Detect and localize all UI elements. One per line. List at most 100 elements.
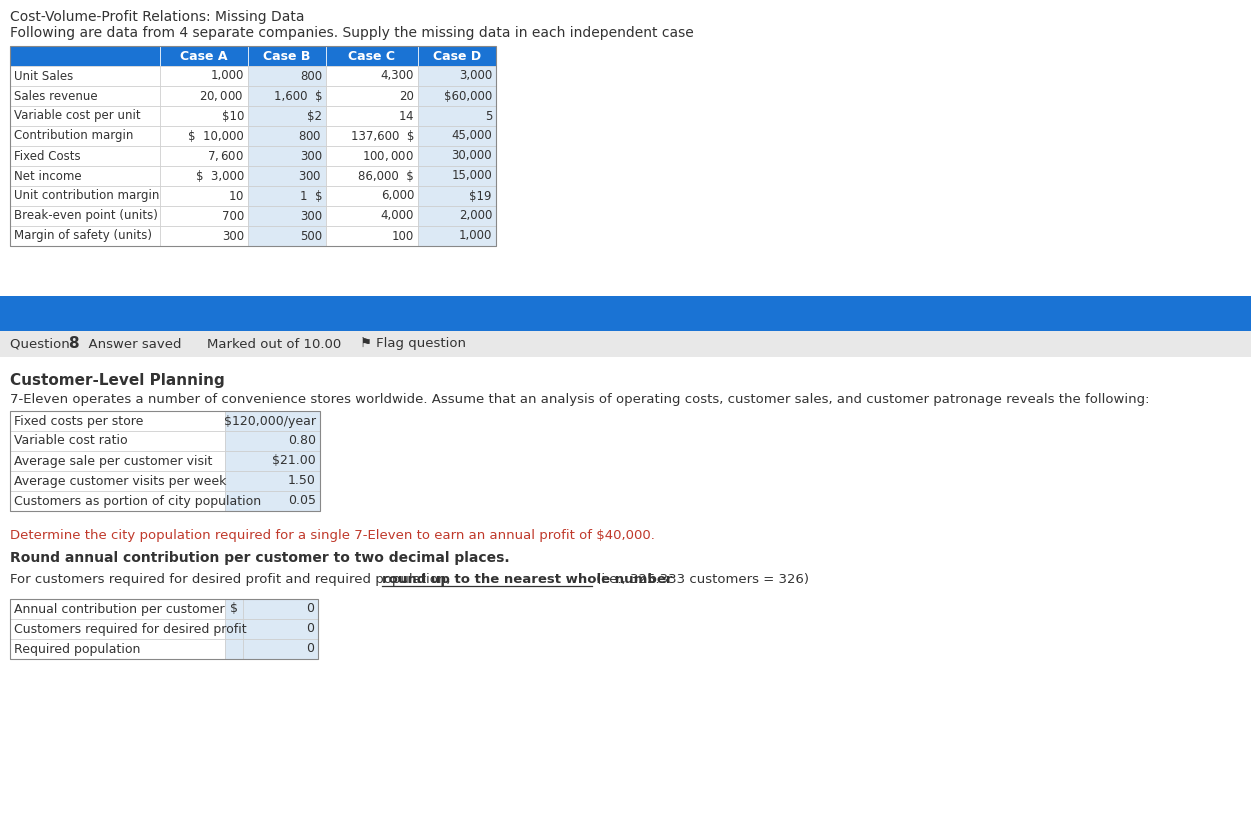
Text: 137,600  $: 137,600 $ — [350, 129, 414, 143]
Text: 15,000: 15,000 — [452, 170, 492, 183]
Text: 1  $: 1 $ — [299, 189, 322, 202]
Text: Cost-Volume-Profit Relations: Missing Data: Cost-Volume-Profit Relations: Missing Da… — [10, 10, 304, 24]
Text: $10: $10 — [221, 110, 244, 123]
Bar — [160, 66, 248, 86]
Text: $20,000  $: $20,000 $ — [199, 89, 244, 103]
Text: Fixed Costs: Fixed Costs — [14, 150, 80, 162]
Text: 800: 800 — [300, 70, 322, 83]
Bar — [243, 639, 318, 659]
Bar — [10, 599, 318, 659]
Bar — [0, 331, 1251, 357]
Bar — [248, 146, 327, 166]
Bar — [160, 146, 248, 166]
Text: $  10  $: $ 10 $ — [228, 189, 244, 202]
Bar — [248, 46, 327, 66]
Bar — [10, 46, 160, 66]
Text: 20: 20 — [399, 89, 414, 102]
Bar — [248, 106, 327, 126]
Text: Variable cost ratio: Variable cost ratio — [14, 435, 128, 447]
Bar — [327, 206, 418, 226]
Text: $19: $19 — [469, 189, 492, 202]
Bar — [225, 491, 320, 511]
Bar — [160, 226, 248, 246]
Bar — [418, 126, 495, 146]
Text: $100,000  $: $100,000 $ — [362, 149, 414, 163]
Bar — [418, 46, 495, 66]
Bar — [418, 66, 495, 86]
Text: Average sale per customer visit: Average sale per customer visit — [14, 455, 213, 468]
Bar — [225, 451, 320, 471]
Text: Case A: Case A — [180, 49, 228, 62]
Text: Customers as portion of city population: Customers as portion of city population — [14, 495, 261, 508]
Text: $120,000/year: $120,000/year — [224, 414, 317, 428]
Text: $7,600  $: $7,600 $ — [206, 149, 244, 163]
Bar — [418, 226, 495, 246]
Bar — [327, 126, 418, 146]
Bar — [225, 639, 243, 659]
Text: $14  $: $14 $ — [398, 110, 414, 123]
Text: 30,000: 30,000 — [452, 150, 492, 162]
Text: Unit contribution margin: Unit contribution margin — [14, 189, 159, 202]
Text: 0.05: 0.05 — [288, 495, 317, 508]
Text: Annual contribution per customer: Annual contribution per customer — [14, 603, 225, 616]
Text: Customer-Level Planning: Customer-Level Planning — [10, 373, 225, 388]
Text: Following are data from 4 separate companies. Supply the missing data in each in: Following are data from 4 separate compa… — [10, 26, 694, 40]
Text: $  10,000: $ 10,000 — [188, 129, 244, 143]
Bar — [225, 431, 320, 451]
Text: Average customer visits per week: Average customer visits per week — [14, 474, 226, 487]
Text: 8: 8 — [68, 337, 79, 351]
Text: 0: 0 — [306, 642, 314, 655]
Text: $2: $2 — [306, 110, 322, 123]
Text: $300  $: $300 $ — [299, 170, 322, 183]
Bar — [160, 186, 248, 206]
Bar — [0, 296, 1251, 331]
Bar — [10, 619, 225, 639]
Text: $60,000: $60,000 — [444, 89, 492, 102]
Text: 0: 0 — [306, 622, 314, 636]
Bar — [327, 106, 418, 126]
Bar — [160, 206, 248, 226]
Bar — [10, 126, 160, 146]
Bar — [225, 599, 243, 619]
Bar — [10, 411, 225, 431]
Bar — [10, 491, 225, 511]
Bar — [327, 86, 418, 106]
Text: round up to the nearest whole number: round up to the nearest whole number — [382, 573, 672, 586]
Bar — [248, 206, 327, 226]
Bar — [225, 619, 243, 639]
Bar — [10, 86, 160, 106]
Bar — [10, 451, 225, 471]
Text: Round annual contribution per customer to two decimal places.: Round annual contribution per customer t… — [10, 551, 509, 565]
Bar — [10, 186, 160, 206]
Text: 1,000: 1,000 — [459, 229, 492, 242]
Text: 6,000: 6,000 — [380, 189, 414, 202]
Bar — [248, 186, 327, 206]
Bar — [327, 186, 418, 206]
Text: $  3,000: $ 3,000 — [195, 170, 244, 183]
Text: Margin of safety (units): Margin of safety (units) — [14, 229, 153, 242]
Text: 1,600  $: 1,600 $ — [274, 89, 322, 102]
Text: Answer saved      Marked out of 10.00: Answer saved Marked out of 10.00 — [80, 337, 342, 351]
Text: 2,000: 2,000 — [459, 210, 492, 223]
Text: Customers required for desired profit: Customers required for desired profit — [14, 622, 246, 636]
Text: Contribution margin: Contribution margin — [14, 129, 134, 143]
Text: 86,000  $: 86,000 $ — [358, 170, 414, 183]
Bar — [327, 66, 418, 86]
Bar — [160, 106, 248, 126]
Text: 0.80: 0.80 — [288, 435, 317, 447]
Bar — [248, 66, 327, 86]
Bar — [10, 106, 160, 126]
Bar — [10, 146, 160, 166]
Bar — [418, 206, 495, 226]
Bar — [418, 86, 495, 106]
Bar — [248, 86, 327, 106]
Text: Break-even point (units): Break-even point (units) — [14, 210, 158, 223]
Text: 45,000: 45,000 — [452, 129, 492, 143]
Bar — [160, 126, 248, 146]
Bar — [10, 206, 160, 226]
Bar — [418, 106, 495, 126]
Text: 0: 0 — [306, 603, 314, 616]
Text: $800  $: $800 $ — [299, 129, 322, 143]
Bar — [418, 166, 495, 186]
Text: Question: Question — [10, 337, 74, 351]
